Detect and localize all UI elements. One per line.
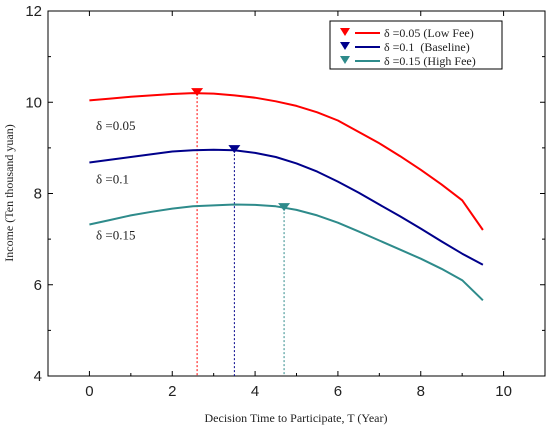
x-tick-label: 2: [168, 383, 176, 400]
x-tick-label: 6: [334, 383, 342, 400]
series-annotation: δ =0.15: [96, 228, 135, 243]
series-marker: [228, 145, 241, 154]
x-tick-label: 10: [495, 383, 512, 400]
legend-label: δ =0.05 (Low Fee): [384, 26, 474, 40]
series-annotation: δ =0.1: [96, 171, 129, 186]
y-tick-label: 8: [34, 186, 42, 203]
y-tick-label: 4: [34, 368, 42, 385]
x-tick-label: 8: [417, 383, 425, 400]
series-line: [89, 92, 484, 231]
legend-marker: [340, 28, 350, 36]
series-line: [89, 148, 484, 266]
series-annotation: δ =0.05: [96, 118, 135, 133]
series-line: [89, 203, 484, 302]
legend-box: [329, 20, 503, 70]
x-tick-label: 4: [251, 383, 259, 400]
legend-label: δ =0.15 (High Fee): [384, 54, 476, 68]
y-tick-label: 6: [34, 277, 42, 294]
series-marker: [278, 203, 291, 212]
y-tick-label: 12: [25, 3, 42, 20]
x-axis-title: Decision Time to Participate, T (Year): [205, 411, 388, 425]
y-tick-label: 10: [25, 94, 42, 111]
x-tick-label: 0: [85, 383, 93, 400]
legend-marker: [340, 42, 350, 50]
legend-label: δ =0.1 (Baseline): [384, 40, 470, 54]
series-marker: [191, 88, 204, 97]
legend: δ =0.05 (Low Fee)δ =0.1 (Baseline)δ =0.1…: [329, 20, 503, 70]
legend-marker: [340, 56, 350, 64]
y-axis-title: Income (Ten thousand yuan): [2, 124, 16, 261]
